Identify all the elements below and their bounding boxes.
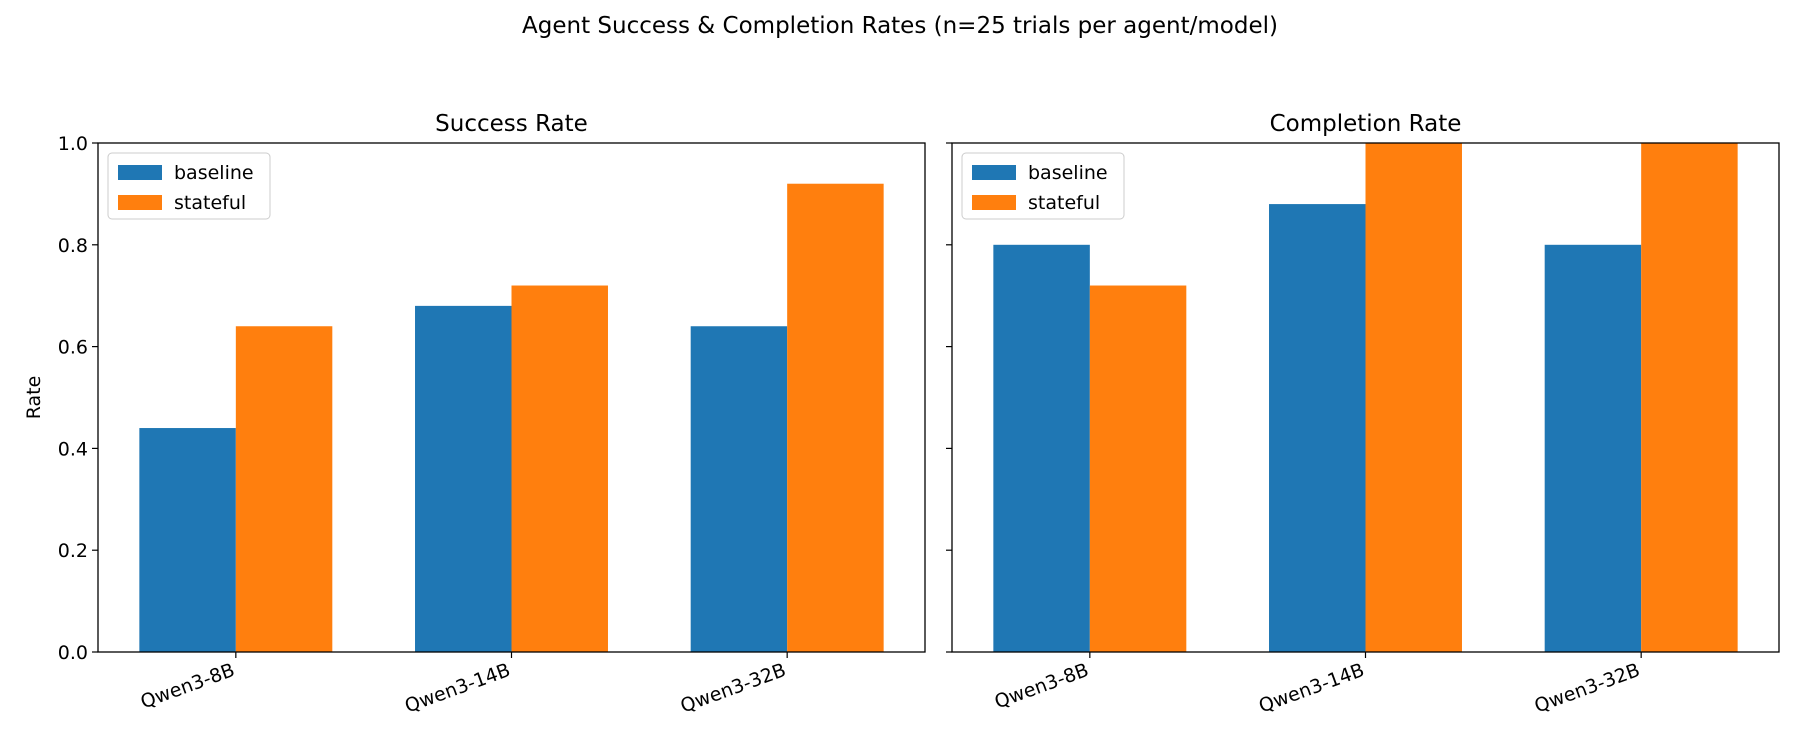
legend-swatch-baseline bbox=[972, 165, 1016, 180]
x-tick-label: Qwen3-14B bbox=[402, 659, 513, 717]
bar-stateful-qwen3-8b bbox=[235, 326, 333, 652]
x-tick-label: Qwen3-32B bbox=[678, 659, 789, 717]
legend-label-baseline: baseline bbox=[1028, 162, 1108, 184]
bar-baseline-qwen3-32b bbox=[690, 326, 788, 652]
legend-label-stateful: stateful bbox=[174, 192, 246, 214]
y-axis-label: Rate bbox=[23, 376, 45, 420]
x-tick-label: Qwen3-32B bbox=[1532, 659, 1643, 717]
y-tick-label: 0.4 bbox=[58, 438, 88, 460]
bar-baseline-qwen3-8b bbox=[139, 428, 236, 652]
panel-title: Success Rate bbox=[435, 111, 588, 137]
bar-stateful-qwen3-14b bbox=[1365, 143, 1462, 652]
legend-swatch-baseline bbox=[118, 165, 162, 180]
bar-baseline-qwen3-14b bbox=[415, 305, 512, 652]
y-tick-label: 0.6 bbox=[58, 337, 88, 359]
legend: baseline stateful bbox=[961, 152, 1125, 220]
x-tick-label: Qwen3-8B bbox=[992, 659, 1092, 713]
x-tick-label: Qwen3-14B bbox=[1256, 659, 1367, 717]
y-tick-label: 0.2 bbox=[58, 540, 88, 562]
bar-stateful-qwen3-14b bbox=[511, 285, 608, 652]
y-tick-label: 1.0 bbox=[58, 133, 88, 155]
bar-stateful-qwen3-8b bbox=[1089, 285, 1187, 652]
bar-baseline-qwen3-32b bbox=[1544, 244, 1642, 653]
legend-label-baseline: baseline bbox=[174, 162, 254, 184]
legend-swatch-stateful bbox=[118, 195, 162, 210]
chart-panel-2: Completion Rate Qwen3-8B Qwen3-14B Qwen3-32… bbox=[946, 111, 1780, 717]
bar-stateful-qwen3-32b bbox=[787, 183, 884, 652]
bar-stateful-qwen3-32b bbox=[1641, 143, 1738, 652]
bar-baseline-qwen3-8b bbox=[993, 244, 1090, 653]
legend-swatch-stateful bbox=[972, 195, 1016, 210]
x-tick-label: Qwen3-8B bbox=[138, 659, 238, 713]
bar-baseline-qwen3-14b bbox=[1269, 204, 1366, 652]
chart-panel-1: Success Rate 0.0 0.2 0.4 0.6 0.8 1.0 Rate Qwen3-… bbox=[23, 111, 926, 717]
figure-suptitle: Agent Success & Completion Rates (n=25 t… bbox=[522, 13, 1278, 39]
legend: baseline stateful bbox=[107, 152, 271, 220]
legend-label-stateful: stateful bbox=[1028, 192, 1100, 214]
y-tick-label: 0.0 bbox=[58, 642, 88, 664]
y-tick-label: 0.8 bbox=[58, 235, 88, 257]
panel-title: Completion Rate bbox=[1270, 111, 1462, 137]
